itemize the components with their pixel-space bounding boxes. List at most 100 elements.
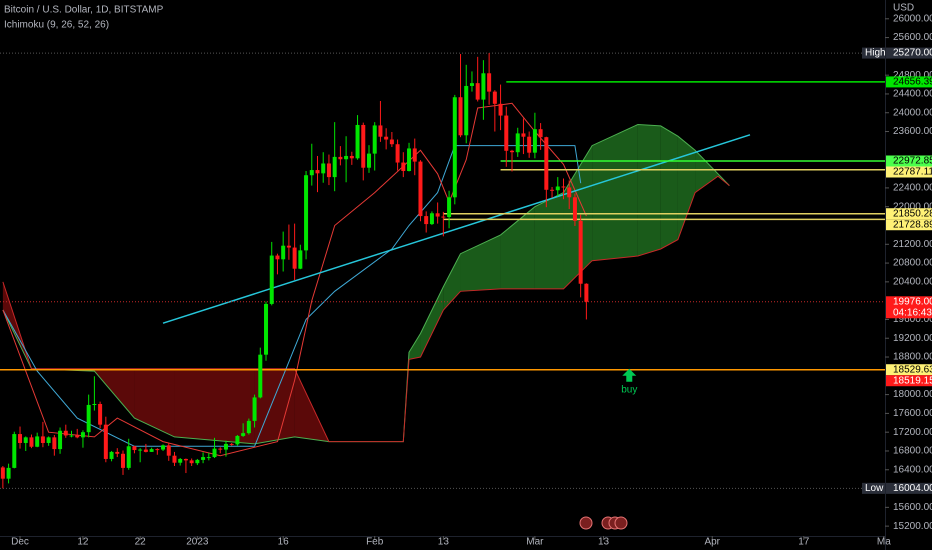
candle-body [258, 354, 263, 398]
candle-body [172, 455, 177, 463]
candle-body [80, 432, 85, 438]
candle-body [235, 435, 240, 445]
y-tick-label: 19600.00 [893, 314, 932, 325]
price-tag: Low [865, 483, 884, 494]
candle-body [86, 404, 91, 433]
price-label: 21728.89 [893, 219, 932, 230]
x-tick-label: 13 [438, 537, 450, 548]
candle-body [275, 255, 280, 260]
candle-body [389, 139, 394, 145]
y-tick-label: 25600.00 [893, 32, 932, 43]
y-tick-label: 24400.00 [893, 89, 932, 100]
candle-body [23, 437, 28, 443]
candle-body [561, 186, 566, 188]
y-tick-label: 17600.00 [893, 408, 932, 419]
price-label: 18519.15 [893, 375, 932, 386]
y-tick-label: 16800.00 [893, 446, 932, 457]
y-tick-label: 20400.00 [893, 276, 932, 287]
candle-body [395, 144, 400, 163]
candle-body [429, 213, 434, 225]
price-tag-bg [862, 482, 885, 494]
candle-body [424, 216, 429, 225]
candle-body [304, 175, 309, 251]
price-label: 22972.85 [893, 156, 932, 167]
price-tag: High [865, 48, 886, 59]
cloud-fill [174, 368, 255, 444]
y-tick-label: 24800.00 [893, 70, 932, 81]
event-icon[interactable] [579, 516, 593, 530]
price-label-bg [886, 47, 932, 59]
candle-body [35, 436, 40, 447]
candle-body [189, 460, 194, 464]
candle-body [521, 133, 526, 137]
candle-body [401, 162, 406, 171]
candle-body [349, 155, 354, 159]
event-icon[interactable] [614, 516, 628, 530]
y-tick-label: 24000.00 [893, 107, 932, 118]
candle-body [195, 459, 200, 464]
candle-body [246, 420, 251, 434]
candle-body [212, 448, 217, 458]
candle-body [58, 430, 63, 450]
candle-body [120, 453, 125, 468]
indicator-line [2, 102, 587, 457]
candle-body [361, 124, 366, 168]
price-label-bg [886, 208, 932, 220]
cloud-span [2, 123, 730, 445]
candle-body [309, 170, 314, 176]
y-tick-label: 19200.00 [893, 333, 932, 344]
candle-body [315, 170, 320, 174]
indicator-line [2, 145, 582, 447]
candle-body [6, 467, 11, 479]
candle-body [464, 85, 469, 136]
chart-title: Bitcoin / U.S. Dollar, 1D, BITSTAMP [4, 5, 164, 16]
y-tick-label: 18800.00 [893, 352, 932, 363]
cloud-fill [592, 124, 638, 261]
candle-body [447, 197, 452, 218]
candle-body [46, 437, 51, 443]
candle-body [241, 433, 246, 436]
candle-body [92, 403, 97, 405]
candle-body [418, 161, 423, 217]
candle-body [286, 245, 291, 248]
candle-body [384, 136, 389, 140]
x-tick-label: Apr [704, 537, 720, 548]
candle-body [441, 216, 446, 218]
price-label-bg [886, 364, 932, 376]
candle-body [52, 437, 57, 450]
candle-body [201, 457, 206, 460]
candle-body [544, 137, 549, 190]
candle-body [435, 213, 440, 217]
candle-body [166, 445, 171, 456]
candle-body [206, 457, 211, 459]
plot: buy [0, 52, 885, 489]
candle-body [149, 449, 154, 452]
candle-body [143, 449, 148, 452]
candle-body [18, 434, 23, 443]
y-tick-label: 15200.00 [893, 521, 932, 532]
price-label: 19976.00 [893, 296, 932, 307]
axes: 26000.00 25600.00 24800.00 24400.00 24000.00… [11, 13, 932, 548]
candle-body [321, 163, 326, 174]
candle-body [126, 446, 131, 468]
candle-body [481, 73, 486, 100]
candle-body [338, 156, 343, 160]
cloud-fill [134, 368, 175, 437]
annotation-text: buy [621, 384, 637, 395]
candle-body [63, 430, 68, 436]
candle-body [109, 451, 114, 459]
price-label-bg [886, 296, 932, 319]
price-label: 21850.28 [893, 208, 932, 219]
cloud-fill [637, 124, 661, 257]
candle-body [229, 443, 234, 445]
candle-body [75, 435, 80, 438]
candle-body [532, 129, 537, 153]
x-tick-label: Ma [877, 537, 891, 548]
candle-body [115, 451, 120, 454]
candle-body [326, 163, 331, 178]
price-label: 18529.63 [893, 364, 932, 375]
y-tick-label: 26000.00 [893, 13, 932, 24]
candle-body [578, 220, 583, 284]
